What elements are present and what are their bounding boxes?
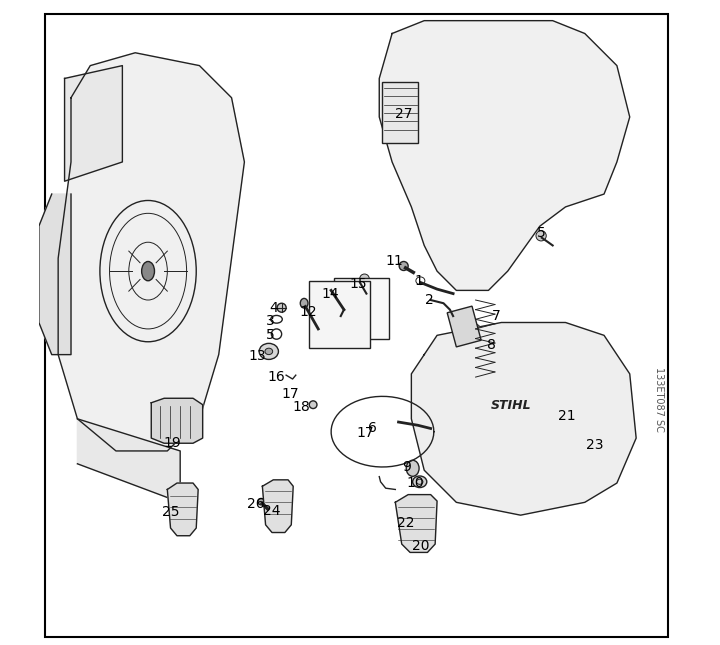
Text: 20: 20 [412, 539, 429, 553]
Text: 11: 11 [386, 255, 403, 268]
Ellipse shape [596, 439, 606, 448]
Text: 24: 24 [263, 504, 280, 518]
Ellipse shape [300, 299, 308, 308]
Bar [334, 277, 389, 339]
Text: 12: 12 [300, 304, 318, 319]
Text: 4: 4 [269, 301, 278, 315]
Text: 13: 13 [248, 349, 266, 363]
Text: 6: 6 [369, 421, 377, 435]
Text: 27: 27 [395, 107, 413, 121]
Bar [508, 34, 572, 79]
Polygon shape [78, 419, 180, 502]
Text: 2: 2 [425, 293, 433, 307]
Text: 1: 1 [415, 273, 423, 288]
Polygon shape [262, 480, 293, 533]
Polygon shape [39, 194, 71, 355]
Text: 7: 7 [492, 309, 500, 323]
Ellipse shape [536, 231, 546, 241]
Ellipse shape [258, 499, 264, 505]
Text: 10: 10 [406, 476, 424, 490]
Bar [444, 79, 540, 143]
Ellipse shape [277, 303, 286, 312]
Text: 25: 25 [162, 505, 179, 519]
Bar [309, 281, 369, 348]
Text: 9: 9 [402, 460, 411, 474]
Ellipse shape [142, 261, 155, 281]
Text: 3: 3 [266, 314, 274, 328]
Bar [382, 82, 418, 143]
Text: 133ET087 SC: 133ET087 SC [654, 367, 664, 432]
Text: 26: 26 [247, 497, 265, 511]
Ellipse shape [259, 343, 279, 359]
Text: 23: 23 [585, 437, 603, 451]
Text: 19: 19 [163, 436, 181, 450]
Text: 5: 5 [266, 328, 274, 342]
Ellipse shape [413, 476, 427, 488]
Text: 8: 8 [487, 338, 496, 352]
Text: 17: 17 [356, 426, 374, 440]
Polygon shape [65, 66, 122, 181]
Ellipse shape [399, 261, 408, 270]
Polygon shape [167, 483, 198, 536]
Text: STIHL: STIHL [490, 399, 531, 413]
Text: 14: 14 [321, 286, 338, 301]
Ellipse shape [592, 434, 610, 452]
Polygon shape [151, 398, 202, 443]
Ellipse shape [526, 438, 541, 457]
Polygon shape [379, 21, 630, 290]
Polygon shape [58, 53, 244, 451]
Text: 15: 15 [350, 277, 367, 291]
Ellipse shape [551, 438, 567, 457]
Text: 22: 22 [397, 516, 415, 530]
Ellipse shape [310, 401, 317, 408]
Bar [447, 306, 481, 347]
Text: 17: 17 [282, 388, 300, 401]
Polygon shape [395, 495, 437, 552]
Text: 18: 18 [292, 401, 310, 414]
Text: 21: 21 [558, 409, 575, 422]
Ellipse shape [406, 461, 419, 476]
Text: 16: 16 [268, 370, 285, 384]
Text: 5: 5 [537, 226, 546, 239]
Ellipse shape [455, 322, 481, 335]
Ellipse shape [500, 438, 516, 457]
Ellipse shape [265, 348, 273, 355]
Ellipse shape [360, 274, 369, 284]
Polygon shape [411, 322, 636, 515]
